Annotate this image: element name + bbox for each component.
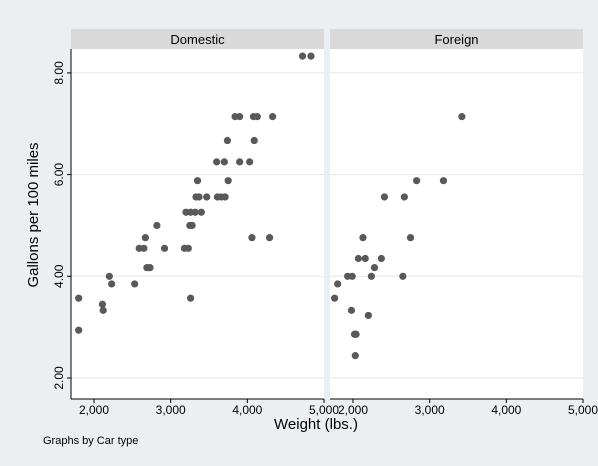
data-point [223,136,231,145]
data-point [334,280,342,288]
data-point [220,158,228,166]
data-point [195,193,203,201]
x-axis-label: Weight (lbs.) [274,416,358,433]
data-point [307,52,315,60]
panel-title: Foreign [434,32,478,47]
data-point [140,244,148,252]
data-point [253,113,261,121]
data-point [406,234,415,242]
data-point [197,208,205,216]
data-point [224,177,232,185]
data-point [213,158,221,166]
data-point [377,254,385,263]
data-point [75,326,83,334]
data-point [354,254,362,263]
plot-area [330,49,583,399]
data-point [203,193,211,201]
data-point [269,113,277,121]
y-tick-label: 8.00 [52,61,66,85]
data-point [351,352,359,360]
footnote: Graphs by Car type [43,435,138,447]
data-point [188,221,196,230]
data-point [146,264,154,272]
panel-strip [330,29,583,49]
panel-domestic: Domestic 2,000 3,000 4,000 5,000 [71,29,339,417]
y-tick-label: 4.00 [52,264,66,288]
data-point [248,234,256,242]
x-tick-label: 4,000 [232,403,262,417]
data-point [367,272,375,280]
y-axis-label: Gallons per 100 miles [25,142,42,287]
y-tick-label: 6.00 [52,163,66,187]
data-point [98,300,107,308]
data-point [131,280,139,288]
x-tick-label: 2,000 [79,403,109,417]
data-point [250,136,258,145]
data-point [298,52,307,60]
data-point [108,280,116,288]
data-point [352,330,360,338]
data-point [348,272,356,280]
data-point [370,264,379,272]
panel-strip [71,29,324,49]
data-point [400,193,408,201]
x-tick-label: 5,000 [309,403,339,417]
x-tick-label: 3,000 [415,403,445,417]
data-point [331,294,339,302]
data-point [413,177,421,185]
data-point [361,254,369,263]
data-point [236,113,244,121]
data-point [380,193,389,201]
data-point [265,234,274,242]
x-tick-label: 3,000 [156,403,186,417]
data-point [99,306,107,314]
data-point [141,234,149,242]
plot-area [71,49,324,399]
y-tick-label: 2.00 [52,366,66,390]
data-point [439,177,448,185]
data-point [399,272,407,280]
data-point [187,294,195,302]
x-tick-label: 2,000 [338,403,368,417]
data-point [160,244,169,252]
data-point [347,306,356,314]
data-point [105,272,113,280]
data-point [221,193,229,201]
data-point [246,158,254,166]
data-point [191,208,199,216]
panel-foreign: Foreign 2,000 3,000 4,000 5,000 [330,29,598,417]
data-point [153,221,161,230]
x-tick-label: 4,000 [491,403,521,417]
data-point [75,294,83,302]
data-point [193,177,202,185]
data-point [364,311,372,320]
x-tick-label: 5,000 [568,403,598,417]
data-point [458,113,466,121]
panel-title: Domestic [170,32,225,47]
data-point [184,244,192,252]
data-point [359,234,367,242]
data-point [236,158,244,166]
